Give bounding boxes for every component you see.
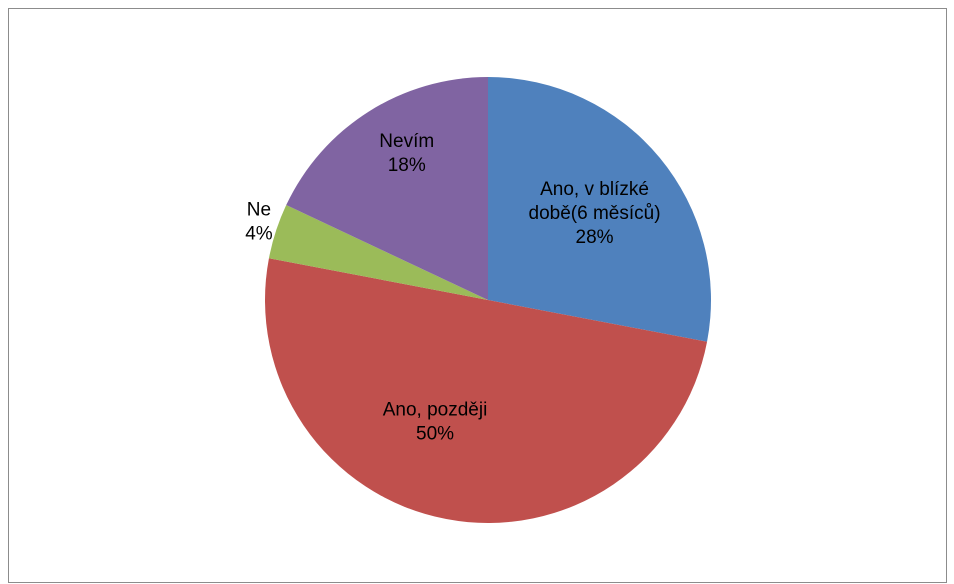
pie-slice-1 — [488, 77, 711, 342]
pie-slice-2 — [265, 258, 708, 523]
slice-value-label: 28% — [576, 227, 614, 248]
slice-category-label: době(6 měsíců) — [529, 203, 661, 224]
slice-value-label: 50% — [416, 423, 454, 444]
pie-slice-3 — [268, 205, 488, 300]
slice-category-label: Ano, později — [383, 399, 488, 420]
slice-category-label: Ano, v blízké — [540, 179, 649, 200]
slice-category-label: Nevím — [379, 131, 434, 152]
pie-chart: Ano, v blízké době(6 měsíců) 28% Ano, pozdě… — [245, 77, 711, 523]
slice-category-label: Ne — [247, 200, 271, 221]
slice-value-label: 4% — [245, 224, 273, 245]
pie-slice-4 — [286, 77, 488, 300]
pie-labels: Ano, v blízké době(6 měsíců) 28% Ano, pozdě… — [245, 131, 660, 445]
pie-slices — [265, 77, 711, 523]
chart-frame: Ano, v blízké době(6 měsíců) 28% Ano, pozdě… — [8, 8, 947, 583]
slice-value-label: 18% — [388, 155, 426, 176]
